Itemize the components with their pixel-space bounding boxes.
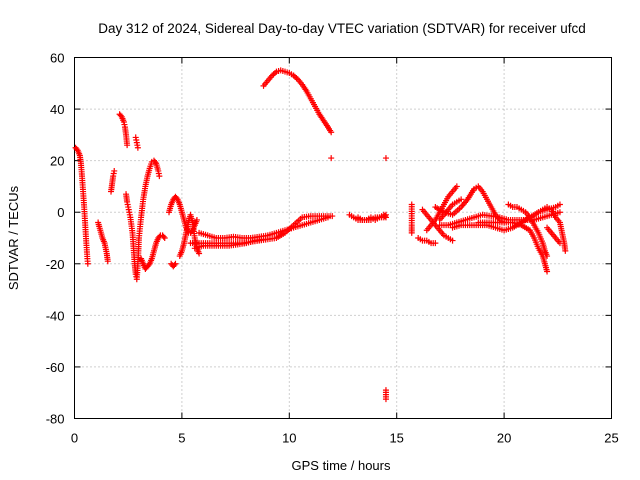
data-point (173, 195, 180, 202)
data-point (324, 214, 331, 221)
series-arc-04 (116, 111, 131, 149)
data-point (382, 155, 389, 162)
y-tick-label: -20 (46, 257, 65, 272)
data-point (544, 253, 551, 260)
data-point (453, 183, 460, 190)
data-point (73, 146, 80, 153)
data-point (124, 142, 131, 149)
data-point (111, 167, 118, 174)
data-point (117, 112, 124, 119)
x-tick-label: 0 (71, 431, 78, 446)
data-point (556, 209, 563, 216)
data-point (408, 229, 415, 236)
series-arc-02 (95, 219, 111, 265)
data-point (562, 247, 569, 254)
x-tick-label: 10 (282, 431, 296, 446)
series-arc-19 (382, 387, 389, 403)
series-arc-31 (544, 224, 563, 247)
data-point (328, 155, 335, 162)
y-tick-label: 0 (57, 205, 64, 220)
data-point (152, 158, 159, 165)
series-arc-30 (535, 204, 569, 254)
data-point (104, 258, 111, 265)
series-arc-18 (382, 155, 389, 162)
data-point (382, 214, 389, 221)
grid-lines (74, 57, 612, 419)
data-point (156, 173, 163, 180)
data-point (193, 216, 200, 223)
series-arc-28 (475, 219, 551, 275)
series-arc-20 (408, 201, 415, 236)
series-arc-05 (123, 157, 163, 283)
data-point (84, 260, 91, 267)
y-axis-label: SDTVAR / TECUs (6, 185, 21, 290)
data-point (161, 235, 168, 241)
y-tick-label: -60 (46, 360, 65, 375)
series-arc-08 (168, 260, 179, 270)
y-tick-label: -80 (46, 412, 65, 427)
data-point (432, 240, 439, 247)
series-arc-15 (328, 155, 335, 162)
data-point (458, 196, 465, 203)
data-point (556, 201, 563, 208)
x-axis-label: GPS time / hours (292, 458, 391, 473)
x-tick-label: 5 (178, 431, 185, 446)
x-tick-label: 20 (497, 431, 511, 446)
y-tick-label: 40 (50, 102, 64, 117)
data-point (329, 213, 336, 220)
data-point (449, 237, 456, 244)
data-point (134, 144, 141, 151)
y-tick-label: -40 (46, 308, 65, 323)
x-tick-label: 25 (604, 431, 618, 446)
series-arc-14 (260, 67, 335, 136)
data-point (160, 233, 167, 240)
chart-title: Day 312 of 2024, Sidereal Day-to-day VTE… (98, 21, 585, 36)
data-point (196, 250, 203, 257)
series-arc-06 (132, 134, 141, 151)
series-arc-01 (72, 144, 91, 267)
series-arc-21 (415, 235, 439, 247)
data-points (72, 67, 569, 403)
data-point (145, 262, 152, 269)
data-point (544, 268, 551, 275)
data-point (172, 260, 179, 267)
data-point (328, 129, 335, 136)
series-arc-27 (432, 183, 508, 226)
series-arc-22 (419, 206, 456, 244)
tick-labels: 0 5 10 15 20 25 -80 -60 -40 -20 0 20 40 60 (46, 51, 619, 446)
series-arc-12 (196, 214, 331, 241)
data-point (382, 396, 389, 403)
y-tick-label: 60 (50, 51, 64, 66)
x-tick-label: 15 (389, 431, 403, 446)
data-point (171, 262, 178, 269)
series-arc-07 (138, 232, 168, 272)
series-arc-10 (176, 211, 203, 260)
plot-frame (74, 57, 612, 419)
series-arc-17 (346, 211, 389, 223)
series-arc-13 (191, 236, 267, 252)
data-point (260, 236, 267, 243)
data-point (381, 213, 388, 220)
series-arc-29 (505, 201, 551, 260)
data-point (556, 240, 563, 247)
series-arc-03 (108, 167, 118, 195)
y-tick-label: 20 (50, 154, 64, 169)
